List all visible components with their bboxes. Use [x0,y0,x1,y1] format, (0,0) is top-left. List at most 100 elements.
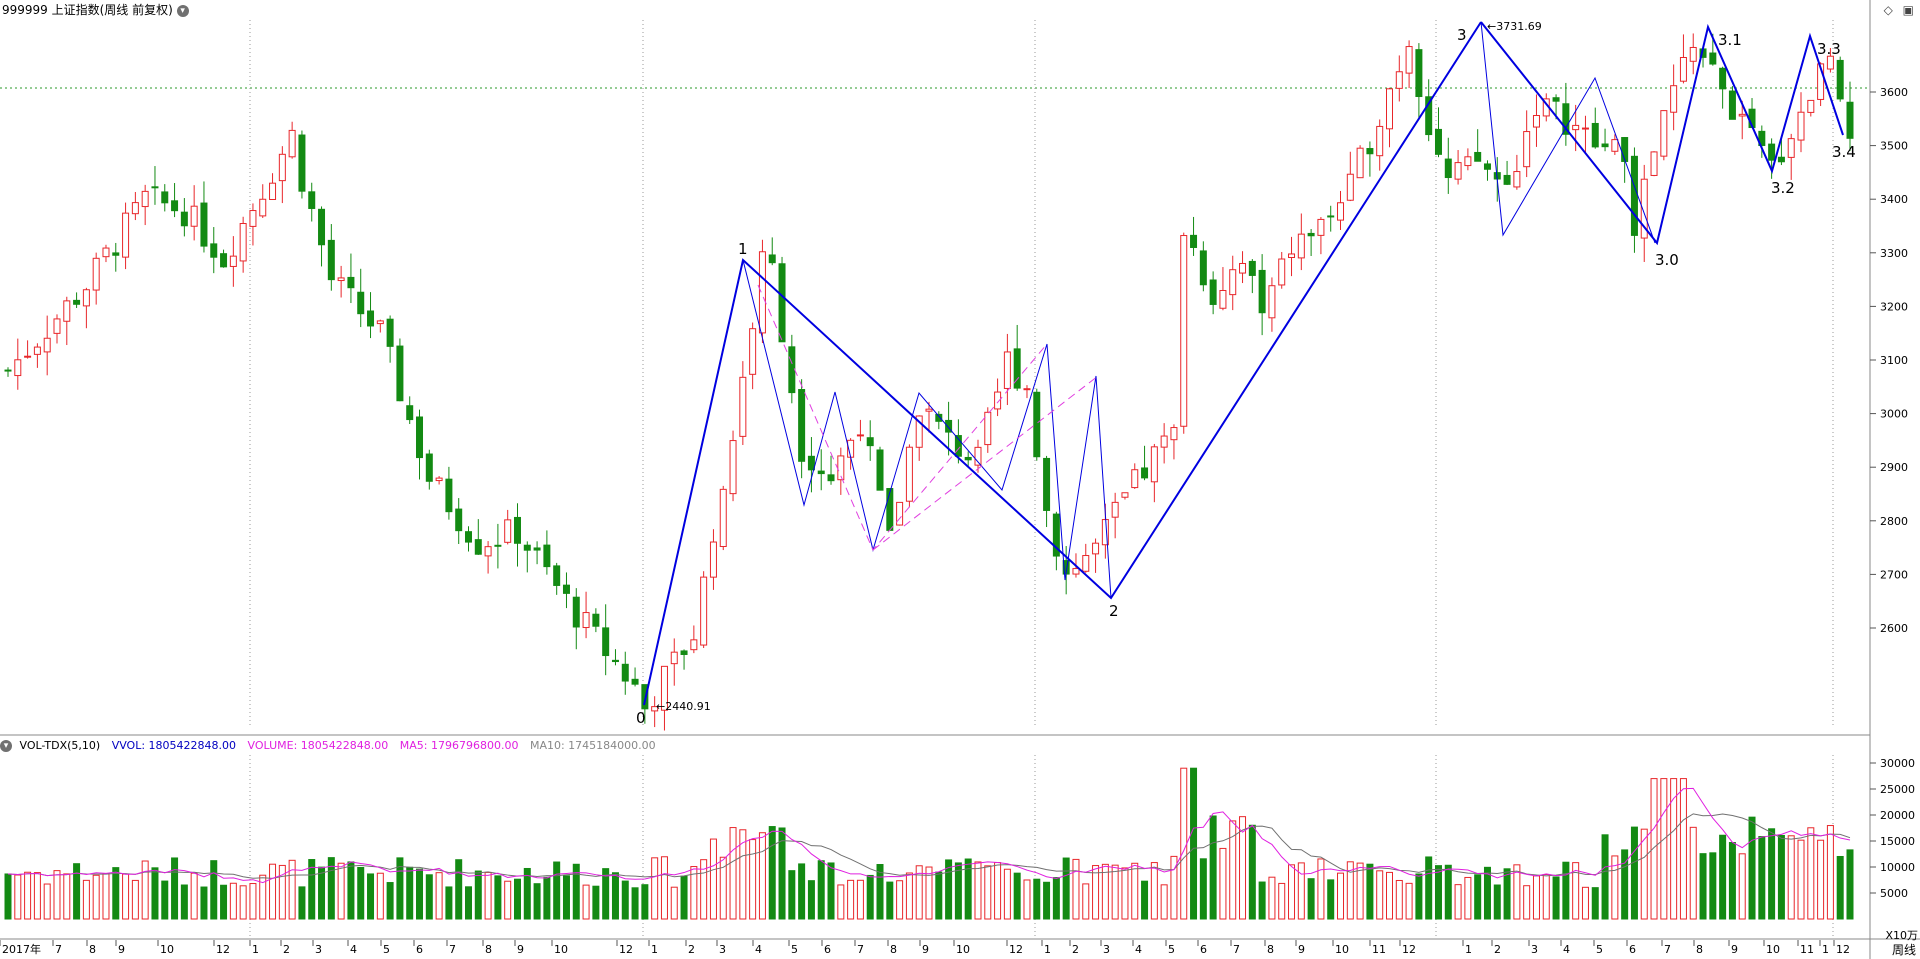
candle-body [1719,67,1727,90]
volume-bar [1131,862,1139,920]
volume-bar [82,879,90,920]
volume-bar [327,857,335,920]
price-axis-label: 3100 [1880,354,1908,367]
volume-bar [807,880,815,920]
candle-body [945,419,953,433]
candle-body [1072,568,1080,575]
volume-bar [1317,858,1325,920]
candle-body [1278,258,1286,286]
volume-bar [1846,849,1854,920]
volume-bar [1523,885,1531,920]
candle-body [1709,52,1717,65]
time-axis-label: 11 [1372,943,1386,956]
volume-bar [925,866,933,920]
candle-body [102,247,110,258]
volume-bar [1219,847,1227,920]
candle-body [1248,260,1256,276]
candle-body [122,212,130,258]
wave-label: 3.3 [1817,40,1841,58]
candle-body [513,516,521,544]
volume-axis-label: 20000 [1880,809,1915,822]
volume-bar [768,826,776,920]
time-axis-label: 2 [688,943,695,956]
time-axis-label: 8 [890,943,897,956]
candle-body [1229,269,1237,296]
time-axis-label: 10 [1766,943,1780,956]
candle-body [180,211,188,227]
volume-bar [1307,878,1315,920]
time-axis-label: 9 [118,943,125,956]
candle-body [984,411,992,446]
time-axis-label: 1 [1465,943,1472,956]
time-axis-label: 1 [1822,943,1829,956]
chevron-down-icon[interactable]: ▾ [0,740,12,752]
volume-bar [1415,873,1423,920]
chevron-down-icon[interactable]: ▾ [176,4,189,17]
volume-indicator-name: VOL-TDX(5,10) [19,739,101,752]
volume-bar [1160,884,1168,920]
volume-bar [1052,877,1060,920]
time-axis-label: 7 [55,943,62,956]
volume-bar [651,857,659,920]
candle-body [1268,285,1276,319]
volume-bar [935,871,943,920]
wave-minor-line [1480,21,1656,244]
volume-bar [1503,868,1511,920]
diamond-icon[interactable]: ◇ [1883,3,1893,17]
time-axis-label: 12 [619,943,633,956]
volume-bar [1199,858,1207,920]
candle-body [1474,151,1482,162]
volume-bar [621,880,629,920]
volume-bar [1826,825,1834,920]
window-icon[interactable]: ▣ [1902,3,1914,17]
candle-body [1415,49,1423,98]
candle-body [1288,253,1296,258]
volume-bar [896,880,904,920]
candle-body [876,449,884,491]
candle-body [543,544,551,568]
candle-body [1552,97,1560,102]
candle-body [817,470,825,475]
period-label[interactable]: 周线 [1891,943,1916,957]
price-axis-label: 2900 [1880,461,1908,474]
candle-body [171,200,179,212]
candle-body [1738,113,1746,117]
volume-ma5: MA5: 1796796800.00 [399,739,519,752]
volume-bar [298,886,306,920]
candle-body [1768,143,1776,161]
candle-body [1562,103,1570,135]
volume-bar [1023,879,1031,920]
time-axis-label: 7 [449,943,456,956]
volume-bar [1572,862,1580,920]
volume-bar [758,832,766,920]
volume-bar [200,886,208,920]
price-axis-label: 2800 [1880,515,1908,528]
volume-bar [690,866,698,920]
time-axis-label: 11 [1800,943,1814,956]
candle-body [1003,351,1011,389]
time-axis-label: 1 [651,943,658,956]
wave-label: 0 [636,709,646,727]
volume-bar [1836,855,1844,920]
candle-body [298,134,306,192]
volume-bar [161,880,169,920]
candle-body [1307,232,1315,237]
volume-bar [318,866,326,920]
volume-bar [288,859,296,920]
volume-bar [1376,870,1384,920]
time-axis-label: 2 [1072,943,1079,956]
candle-body [1777,156,1785,163]
time-axis-label: 8 [485,943,492,956]
volume-bar [357,866,365,920]
volume-bar [700,859,708,920]
candle-body [1356,147,1364,179]
time-axis-label: 6 [1200,943,1207,956]
candle-body [151,186,159,189]
candle-body [1797,111,1805,141]
volume-bar [847,879,855,920]
volume-bar [1288,864,1296,920]
candle-body [1327,215,1335,218]
volume-bar [210,860,218,920]
candle-body [562,584,570,594]
